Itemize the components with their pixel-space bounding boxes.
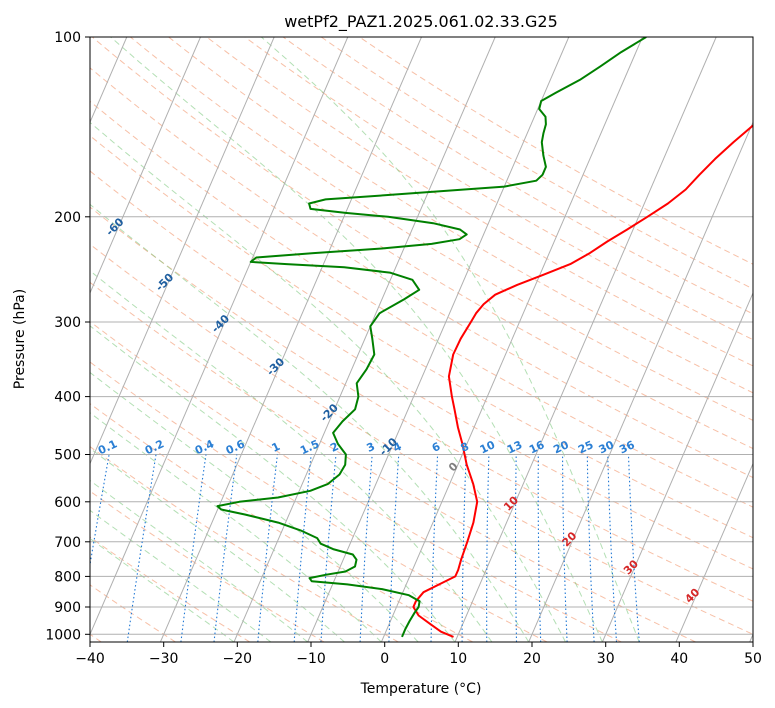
isotherm-line	[601, 291, 753, 642]
y-tick-label: 100	[54, 30, 81, 46]
isotherm-line	[675, 462, 753, 642]
dry-adiabat	[90, 403, 473, 642]
isotherm-line	[90, 37, 349, 636]
y-tick-label: 800	[54, 569, 81, 585]
temperature-profile-line	[412, 124, 753, 638]
dry-adiabat	[90, 243, 753, 635]
x-tick-label: 40	[670, 651, 688, 667]
chart-title: wetPf2_PAZ1.2025.061.02.33.G25	[284, 12, 558, 32]
x-tick-label: −30	[149, 651, 179, 667]
isotherm-line	[307, 37, 570, 642]
y-tick-label: 300	[54, 315, 81, 331]
mixing-ratio-label: 30	[597, 438, 617, 456]
mixing-ratio-label: 13	[505, 438, 524, 456]
dry-adiabat	[90, 135, 753, 539]
y-tick-label: 500	[54, 448, 81, 464]
dry-adiabat	[90, 320, 622, 642]
isotherm-line	[233, 37, 496, 642]
plot-frame	[89, 36, 754, 643]
moist-adiabat	[90, 479, 309, 642]
mixing-ratio-line	[486, 454, 490, 642]
y-tick-label: 1000	[45, 627, 81, 643]
x-tick-label: 50	[744, 651, 762, 667]
plot-area	[90, 37, 753, 642]
isotherm-line	[159, 37, 422, 642]
mixing-ratio-label: 10	[478, 438, 498, 456]
moist-adiabat	[90, 537, 235, 642]
mixing-ratio-label: 25	[576, 438, 595, 456]
mixing-ratio-line	[293, 454, 312, 642]
x-tick-label: −40	[75, 651, 105, 667]
dry-adiabat	[90, 67, 753, 479]
dewpoint-profile-line	[216, 37, 647, 638]
mixing-ratio-line	[430, 454, 439, 642]
x-tick-label: 10	[449, 651, 467, 667]
y-tick-label: 400	[54, 390, 81, 406]
y-tick-label: 700	[54, 535, 81, 551]
dry-adiabat	[91, 37, 753, 450]
dry-adiabat	[90, 361, 548, 642]
moist-adiabat	[90, 509, 272, 642]
dry-adiabat	[90, 281, 696, 642]
dry-adiabat	[90, 170, 753, 570]
x-tick-label: −20	[223, 651, 253, 667]
mixing-ratio-line	[388, 454, 400, 642]
mixing-ratio-line	[514, 454, 518, 642]
axes: −40 −30 −20 −10 0 10 20 30 40 50 100 200 300 400 500 60…	[45, 30, 762, 667]
mixing-ratio-line	[257, 454, 278, 642]
isotherm-line	[454, 37, 717, 642]
mixing-ratio-line	[537, 454, 542, 642]
dry-adiabat	[90, 100, 753, 508]
isotherm-line	[90, 37, 201, 295]
dry-adiabat	[168, 37, 753, 394]
isotherm-line	[528, 121, 753, 642]
dry-adiabat	[244, 37, 753, 341]
x-tick-label: 30	[597, 651, 615, 667]
mixing-ratio-line	[627, 454, 640, 642]
y-tick-label: 600	[54, 495, 81, 511]
moist-adiabat	[90, 412, 382, 642]
mixing-ratio-label: 16	[527, 438, 547, 456]
mixing-ratio-line	[213, 454, 238, 642]
moist-adiabat	[260, 37, 640, 642]
dry-adiabat	[90, 536, 251, 642]
isotherm-line	[380, 37, 643, 642]
mixing-ratio-line	[607, 454, 618, 642]
mixing-ratio-label: 36	[617, 438, 637, 456]
moist-adiabat	[110, 37, 603, 642]
x-tick-label: −10	[296, 651, 326, 667]
mixing-ratio-line	[461, 454, 467, 642]
mixing-ratio-line	[562, 454, 568, 642]
y-tick-label: 900	[54, 600, 81, 616]
dry-adiabat	[282, 37, 753, 315]
mixing-ratio-line	[320, 454, 337, 642]
dry-adiabat	[90, 490, 325, 642]
dry-adiabat	[320, 37, 753, 290]
moist-adiabat	[90, 270, 493, 642]
y-axis-label: Pressure (hPa)	[12, 289, 28, 389]
dry-adiabat	[130, 37, 753, 421]
dry-adiabat	[359, 37, 753, 265]
mixing-ratio-line	[586, 454, 595, 642]
mixing-ratio-label: 20	[551, 438, 571, 456]
x-axis-label: Temperature (°C)	[360, 681, 482, 697]
x-tick-label: 20	[523, 651, 541, 667]
y-tick-label: 200	[54, 210, 81, 226]
dry-adiabat	[206, 37, 753, 367]
x-tick-label: 0	[380, 651, 389, 667]
isotherm-line	[90, 37, 275, 465]
moist-adiabat	[90, 203, 530, 642]
mixing-ratio-line	[359, 454, 373, 642]
